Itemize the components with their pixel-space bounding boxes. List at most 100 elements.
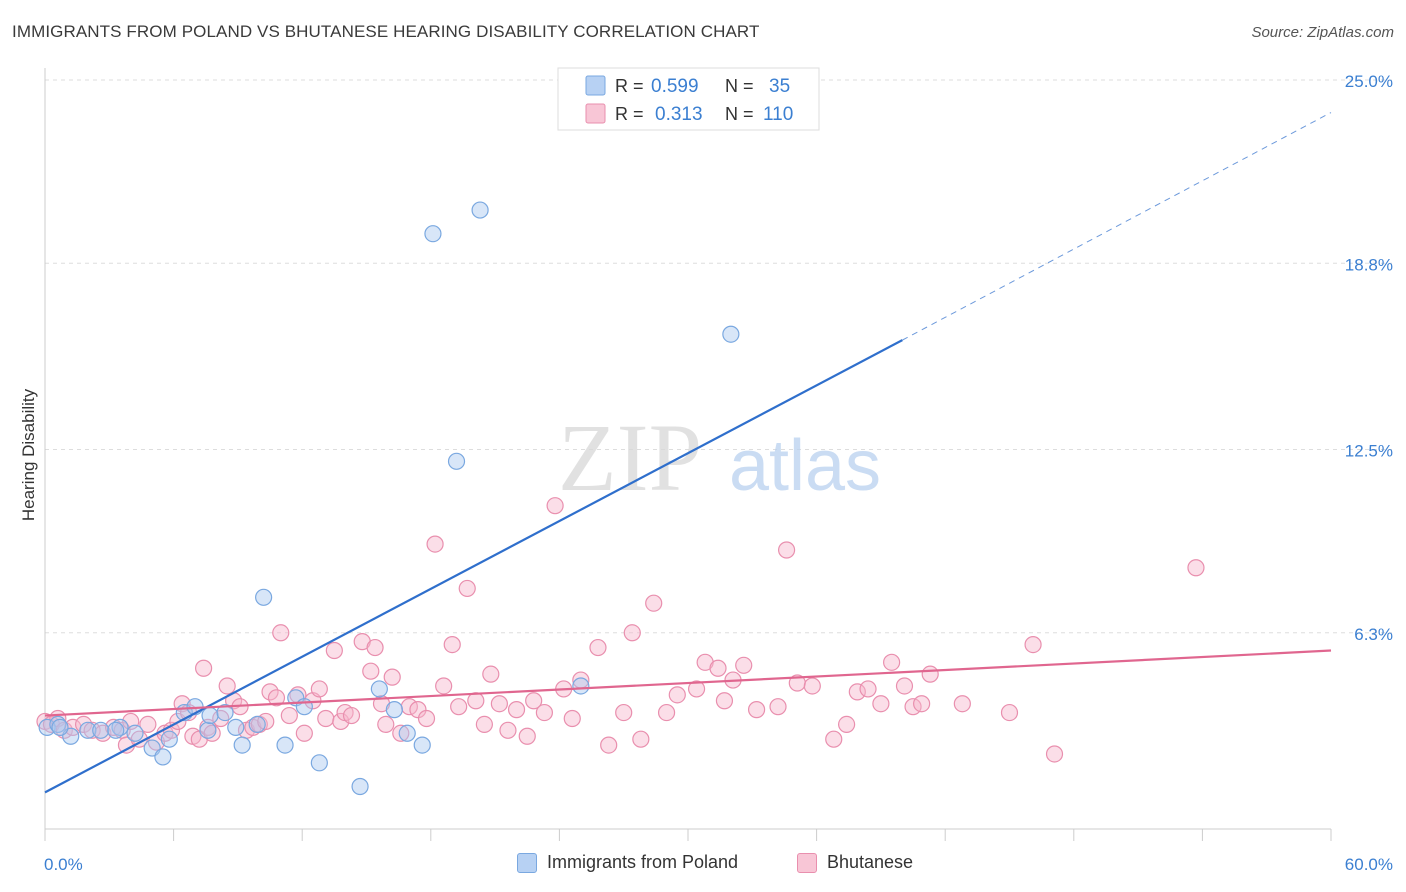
legend-n-label-bhutanese: N = [725, 104, 754, 124]
x-tick-label-min: 0.0% [44, 855, 83, 874]
bhutanese-point-58 [443, 635, 461, 654]
poland-point-34 [51, 718, 69, 736]
poland-point-17 [248, 715, 266, 734]
bhutanese-point-22 [195, 659, 213, 677]
bhutanese-point-84 [709, 659, 727, 677]
bhutanese-point-67 [518, 727, 536, 745]
bhutanese-point-76 [615, 703, 633, 722]
bhutanese-point-62 [475, 715, 493, 734]
legend-r-value-bhutanese: 0.313 [655, 104, 703, 125]
bhutanese-point-93 [825, 730, 843, 748]
poland-point-23 [351, 777, 369, 796]
bhutanese-point-81 [668, 686, 686, 704]
legend-label-bhutanese: Bhutanese [827, 852, 914, 872]
poland-point-6 [126, 724, 144, 742]
bhutanese-point-54 [409, 701, 427, 719]
legend-r-value-poland: 0.599 [651, 76, 699, 97]
poland-point-33 [107, 721, 125, 739]
poland-point-9 [160, 730, 178, 748]
watermark-atlas: atlas [729, 426, 881, 506]
bhutanese-point-99 [895, 677, 914, 695]
y-axis-label: Hearing Disability [19, 388, 38, 521]
bhutanese-point-106 [1045, 745, 1064, 763]
bhutanese-point-40 [310, 680, 328, 698]
bhutanese-point-92 [803, 677, 821, 695]
bhutanese-point-50 [377, 715, 395, 734]
poland-point-32 [722, 325, 740, 343]
poland-point-4 [92, 721, 110, 739]
poland-point-26 [398, 724, 416, 742]
trend-lines [44, 112, 1332, 794]
poland-point-19 [276, 736, 294, 754]
bhutanese-point-63 [482, 665, 500, 683]
y-tick-label-2: 18.8% [1345, 255, 1393, 274]
legend-item-poland: Immigrants from Poland [517, 852, 738, 873]
poland-point-18 [255, 588, 273, 606]
y-tick-label-3: 25.0% [1345, 72, 1393, 91]
poland-point-31 [572, 677, 590, 695]
legend-swatch-bhutanese [585, 103, 606, 124]
bhutanese-point-90 [777, 541, 796, 559]
legend-item-bhutanese: Bhutanese [797, 852, 913, 873]
y-tick-label-0: 6.3% [1354, 625, 1393, 644]
bhutanese-point-87 [735, 656, 753, 674]
bhutanese-point-75 [600, 736, 618, 754]
legend-n-label-poland: N = [725, 76, 754, 96]
bhutanese-point-36 [280, 706, 298, 725]
trend-line-poland [44, 339, 903, 794]
bhutanese-point-98 [883, 653, 901, 671]
bhutanese-point-55 [417, 709, 436, 728]
legend-correlation: R = 0.599 N = 35 R = 0.313 N = 110 [557, 67, 820, 131]
source-credit: Source: ZipAtlas.com [1251, 24, 1394, 41]
poland-point-25 [385, 701, 403, 719]
poland-point-15 [227, 718, 245, 736]
bhutanese-point-69 [535, 703, 553, 722]
legend-swatch-bhutanese-bottom [797, 852, 817, 873]
bhutanese-point-74 [589, 638, 607, 657]
poland-point-29 [447, 452, 466, 470]
legend-series: Immigrants from Poland Bhutanese [0, 852, 1406, 878]
trend-line-bhutanese [44, 649, 1332, 717]
legend-n-value-poland: 35 [769, 76, 790, 97]
bhutanese-point-97 [872, 695, 890, 713]
bhutanese-point-64 [490, 695, 508, 713]
bhutanese-point-48 [366, 638, 384, 657]
poland-point-27 [413, 736, 431, 754]
bhutanese-point-68 [525, 692, 543, 710]
bhutanese-point-56 [426, 535, 444, 553]
legend-swatch-poland-bottom [517, 852, 537, 873]
bhutanese-point-77 [623, 624, 641, 642]
bhutanese-point-34 [267, 689, 286, 707]
bhutanese-point-60 [458, 579, 476, 598]
legend-r-label-poland: R = [615, 76, 644, 96]
bhutanese-point-70 [546, 497, 564, 515]
legend-n-value-bhutanese: 110 [763, 104, 793, 125]
legend-label-poland: Immigrants from Poland [547, 852, 739, 872]
axes [44, 68, 1332, 841]
tick-labels: 6.3% 12.5% 18.8% 25.0% 0.0% 60.0% [44, 72, 1393, 874]
bhutanese-point-78 [632, 730, 650, 748]
bhutanese-point-102 [921, 665, 939, 683]
trend-extension-poland [902, 112, 1332, 341]
poland-point-13 [201, 706, 219, 725]
poland-point-24 [370, 680, 388, 698]
bhutanese-point-33 [261, 683, 279, 701]
poland-point-14 [216, 703, 234, 722]
grid-lines [45, 79, 1392, 634]
bhutanese-point-88 [747, 701, 766, 719]
poland-point-12 [199, 721, 217, 739]
bhutanese-point-59 [450, 698, 468, 716]
bhutanese-point-82 [687, 680, 706, 698]
legend-swatch-poland [585, 75, 606, 96]
poland-point-3 [79, 721, 97, 739]
chart-title: IMMIGRANTS FROM POLAND VS BHUTANESE HEAR… [12, 22, 760, 41]
bhutanese-point-79 [645, 594, 663, 612]
bhutanese-point-38 [295, 724, 313, 742]
bhutanese-point-104 [1000, 703, 1019, 722]
bhutanese-point-45 [342, 706, 361, 725]
bhutanese-point-51 [383, 668, 401, 686]
bhutanese-point-101 [913, 695, 931, 713]
bhutanese-point-103 [953, 695, 971, 713]
x-tick-label-max: 60.0% [1345, 855, 1393, 874]
